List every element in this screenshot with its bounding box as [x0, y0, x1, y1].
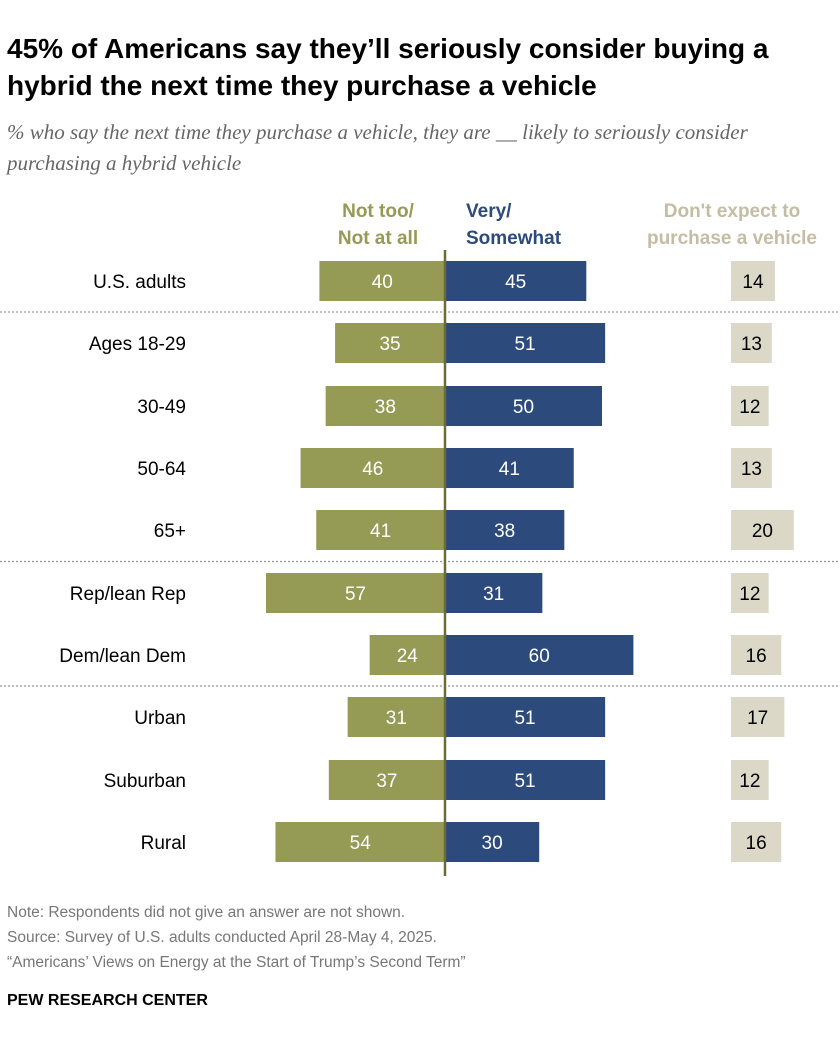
data-label-very-likely: 51	[514, 771, 535, 792]
legend-label-2-0: Don't expect to	[664, 201, 800, 222]
data-label-very-likely: 31	[483, 584, 504, 605]
legend-label-0-0: Not too/	[342, 201, 414, 222]
category-label: Dem/lean Dem	[59, 646, 186, 667]
data-label-very-likely: 50	[513, 397, 534, 418]
bar-very-likely	[445, 510, 565, 550]
category-label: Ages 18-29	[89, 334, 186, 355]
bar-very-likely	[445, 323, 606, 363]
data-label-not-likely: 46	[362, 459, 383, 480]
chart-title: 45% of Americans say they’ll seriously c…	[7, 33, 769, 101]
data-label-not-likely: 24	[397, 646, 419, 667]
bar-dont-expect	[731, 386, 769, 426]
data-label-dont-expect: 14	[742, 272, 764, 293]
data-label-dont-expect: 13	[741, 459, 762, 480]
data-label-very-likely: 45	[505, 272, 526, 293]
data-label-very-likely: 51	[514, 708, 535, 729]
data-label-dont-expect: 16	[746, 833, 767, 854]
bar-dont-expect	[731, 697, 785, 737]
bar-not-likely	[275, 822, 445, 862]
data-label-dont-expect: 20	[752, 521, 773, 542]
data-label-dont-expect: 12	[739, 771, 760, 792]
data-label-not-likely: 38	[375, 397, 396, 418]
bar-dont-expect	[731, 323, 772, 363]
bar-very-likely	[445, 386, 602, 426]
bar-not-likely	[266, 573, 445, 613]
category-label: Rural	[141, 833, 186, 854]
bar-dont-expect	[731, 822, 782, 862]
data-label-not-likely: 31	[386, 708, 407, 729]
bar-not-likely	[325, 386, 445, 426]
bar-not-likely	[328, 760, 445, 800]
bar-dont-expect	[731, 635, 782, 675]
legend-label-2-1: purchase a vehicle	[647, 228, 817, 249]
bar-very-likely	[445, 697, 606, 737]
data-label-not-likely: 57	[345, 584, 366, 605]
data-label-dont-expect: 12	[739, 584, 760, 605]
data-label-very-likely: 30	[482, 833, 503, 854]
data-label-not-likely: 40	[372, 272, 393, 293]
data-label-dont-expect: 16	[746, 646, 767, 667]
bar-not-likely	[369, 635, 445, 675]
data-label-dont-expect: 17	[747, 708, 768, 729]
brand-logo-text: PEW RESEARCH CENTER	[7, 992, 208, 1009]
bar-very-likely	[445, 448, 574, 488]
category-label: 30-49	[137, 397, 186, 418]
data-label-not-likely: 37	[376, 771, 397, 792]
bar-very-likely	[445, 573, 543, 613]
data-label-not-likely: 41	[370, 521, 391, 542]
bar-very-likely	[445, 822, 540, 862]
note: Note: Respondents did not give an answer…	[7, 904, 406, 921]
bar-dont-expect	[731, 261, 775, 301]
bar-dont-expect	[731, 573, 769, 613]
bar-not-likely	[300, 448, 445, 488]
bar-not-likely	[347, 697, 445, 737]
data-label-dont-expect: 12	[739, 397, 760, 418]
data-label-very-likely: 41	[499, 459, 520, 480]
source: Source: Survey of U.S. adults conducted …	[7, 929, 437, 946]
bar-dont-expect	[731, 448, 772, 488]
bar-dont-expect	[731, 760, 769, 800]
data-label-very-likely: 38	[494, 521, 515, 542]
category-label: Urban	[134, 708, 186, 729]
bar-dont-expect	[731, 510, 794, 550]
data-label-dont-expect: 13	[741, 334, 762, 355]
bar-not-likely	[316, 510, 445, 550]
category-label: U.S. adults	[93, 272, 186, 293]
legend-label-0-1: Not at all	[338, 228, 418, 249]
legend-label-1-0: Very/	[466, 201, 512, 222]
data-label-very-likely: 51	[514, 334, 535, 355]
category-label: Suburban	[104, 771, 186, 792]
category-label: 50-64	[137, 459, 186, 480]
bar-very-likely	[445, 760, 606, 800]
category-label: Rep/lean Rep	[70, 584, 186, 605]
data-label-not-likely: 35	[379, 334, 400, 355]
category-label: 65+	[154, 521, 186, 542]
report-title: “Americans’ Views on Energy at the Start…	[7, 954, 466, 971]
bar-not-likely	[335, 323, 445, 363]
bar-very-likely	[445, 635, 634, 675]
chart-subtitle: % who say the next time they purchase a …	[7, 120, 748, 175]
bar-not-likely	[319, 261, 445, 301]
data-label-very-likely: 60	[529, 646, 550, 667]
diverging-bar-chart: Not too/Not at all Very/Somewhat Don't exp…	[0, 201, 840, 876]
bar-very-likely	[445, 261, 587, 301]
legend-label-1-1: Somewhat	[466, 228, 562, 249]
data-label-not-likely: 54	[350, 833, 372, 854]
